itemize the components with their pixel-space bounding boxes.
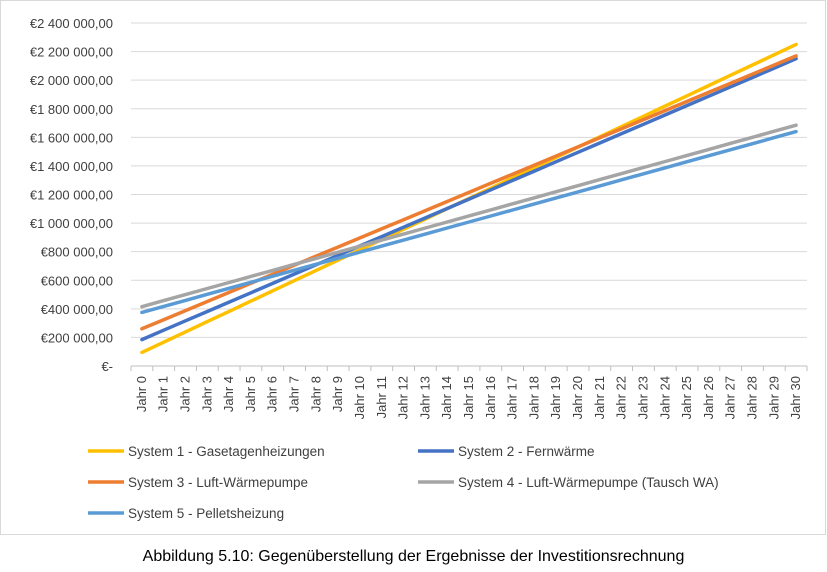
legend: System 1 - Gasetagenheizungen System 2 - … <box>88 444 719 521</box>
y-tick-label: €2 000 000,00 <box>30 73 113 88</box>
legend-label-3: System 3 - Luft-Wärmepumpe <box>128 475 308 490</box>
chart-frame: €- €200 000,00 €400 000,00 €600 000,00 €800 … <box>0 0 826 535</box>
y-tick-label: €600 000,00 <box>41 273 113 288</box>
y-tick-label: €1 800 000,00 <box>30 102 113 117</box>
y-tick-label: €400 000,00 <box>41 302 113 317</box>
x-tick-label: Jahr 6 <box>265 376 280 412</box>
series-line-3 <box>140 54 798 331</box>
y-tick-label: €1 400 000,00 <box>30 159 113 174</box>
x-tick-label: Jahr 5 <box>243 376 258 412</box>
x-tick-label: Jahr 25 <box>679 376 694 419</box>
x-tick-label: Jahr 24 <box>657 376 672 419</box>
y-tick-label: €1 000 000,00 <box>30 216 113 231</box>
x-tick-label: Jahr 16 <box>483 376 498 419</box>
line-chart: €- €200 000,00 €400 000,00 €600 000,00 €800 … <box>30 16 808 521</box>
x-tick-label: Jahr 17 <box>505 376 520 419</box>
y-axis-ticks: €- €200 000,00 €400 000,00 €600 000,00 €800 … <box>30 16 113 374</box>
x-tick-label: Jahr 0 <box>134 376 149 412</box>
x-tick-label: Jahr 1 <box>156 376 171 412</box>
y-tick-label: €800 000,00 <box>41 245 113 260</box>
x-tick-label: Jahr 10 <box>352 376 367 419</box>
y-tick-label: €2 400 000,00 <box>30 16 113 31</box>
x-tick-label: Jahr 30 <box>788 376 803 419</box>
x-tick-label: Jahr 11 <box>374 376 389 418</box>
series-line-4 <box>140 123 798 309</box>
x-tick-label: Jahr 26 <box>701 376 716 419</box>
x-tick-label: Jahr 12 <box>396 376 411 419</box>
series-layer <box>140 42 798 355</box>
x-tick-label: Jahr 15 <box>461 376 476 419</box>
x-tick-label: Jahr 22 <box>614 376 629 419</box>
x-tick-label: Jahr 20 <box>570 376 585 419</box>
x-axis-ticks: Jahr 0 Jahr 1 Jahr 2 Jahr 3 Jahr 4 Jahr 5 Jahr… <box>134 376 803 419</box>
x-tick-label: Jahr 4 <box>221 376 236 412</box>
series-line-2 <box>140 56 798 342</box>
y-tick-label: €2 200 000,00 <box>30 45 113 60</box>
x-tick-label: Jahr 27 <box>723 376 738 419</box>
x-tick-label: Jahr 29 <box>766 376 781 419</box>
x-tick-label: Jahr 9 <box>330 376 345 412</box>
series-line-5 <box>140 129 798 315</box>
y-tick-label: €200 000,00 <box>41 330 113 345</box>
x-tick-label: Jahr 23 <box>635 376 650 419</box>
legend-label-5: System 5 - Pelletsheizung <box>128 506 284 521</box>
legend-label-2: System 2 - Fernwärme <box>458 444 595 459</box>
x-tick-label: Jahr 14 <box>439 376 454 419</box>
x-tick-label: Jahr 18 <box>526 376 541 419</box>
y-tick-label: €1 200 000,00 <box>30 188 113 203</box>
x-tick-label: Jahr 2 <box>178 376 193 412</box>
y-tick-label: €1 600 000,00 <box>30 130 113 145</box>
figure-caption: Abbildung 5.10: Gegenüberstellung der Er… <box>142 548 685 565</box>
legend-label-4: System 4 - Luft-Wärmepumpe (Tausch WA) <box>458 475 719 490</box>
x-tick-label: Jahr 21 <box>592 376 607 419</box>
y-tick-label: €- <box>101 359 113 374</box>
x-tick-label: Jahr 3 <box>199 376 214 412</box>
x-tick-label: Jahr 7 <box>287 376 302 412</box>
legend-label-1: System 1 - Gasetagenheizungen <box>128 444 325 459</box>
x-tick-label: Jahr 13 <box>417 376 432 419</box>
x-tick-label: Jahr 8 <box>308 376 323 412</box>
x-tick-label: Jahr 28 <box>744 376 759 419</box>
x-tick-label: Jahr 19 <box>548 376 563 419</box>
